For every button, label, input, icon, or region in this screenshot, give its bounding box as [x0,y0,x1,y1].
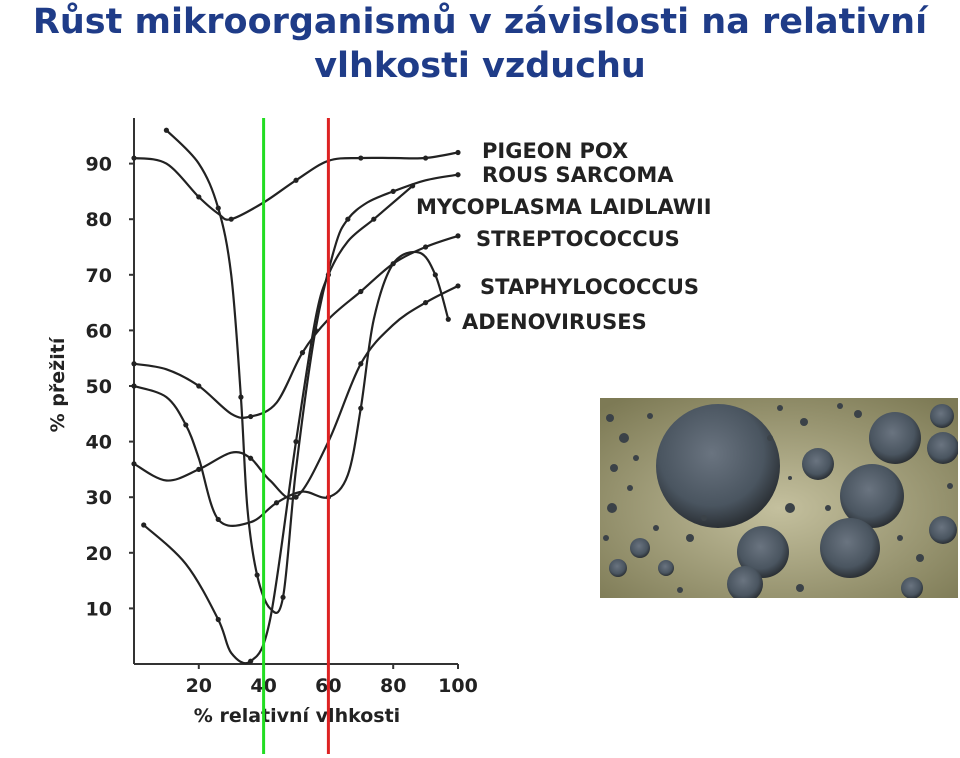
series-point-adenoviruses [215,516,221,523]
series-point-adenoviruses [358,405,364,411]
series-point-adenoviruses [390,261,396,267]
series-point-pigeon-pox [293,177,299,183]
series-line-rous-sarcoma [165,129,459,614]
series-point-streptococcus [299,350,306,356]
series-point-adenoviruses [131,383,137,389]
y-tick-label: 90 [86,154,112,176]
slide-title: Růst mikroorganismů v závislosti na rela… [0,0,960,88]
title-line-2: vlhkosti vzduchu [314,46,646,86]
series-point-staphylococcus [248,455,254,461]
mold-colonies-photo [600,398,958,598]
series-point-staphylococcus [423,300,429,306]
series-point-mycoplasma-laidlawii [410,183,416,189]
series-point-pigeon-pox [196,194,202,200]
series-point-rous-sarcoma [280,594,286,600]
x-tick-label: 100 [438,675,478,697]
series-point-staphylococcus [358,361,364,367]
series-label-mycoplasma-laidlawii: MYCOPLASMA LAIDLAWII [416,195,712,219]
x-tick-label: 20 [186,675,212,697]
y-tick-label: 50 [86,376,112,398]
series-point-mycoplasma-laidlawii [248,658,254,664]
x-tick-label: 80 [380,675,406,697]
series-line-pigeon-pox [133,151,459,221]
series-point-staphylococcus [293,494,299,500]
series-point-mycoplasma-laidlawii [371,216,377,222]
series-point-pigeon-pox [455,149,461,156]
series-point-mycoplasma-laidlawii [215,616,221,623]
axes: 10203040506070809020406080100 [86,118,478,697]
x-axis-title: % relativní vlhkosti [194,705,400,727]
series-point-adenoviruses [273,500,280,506]
series-point-mycoplasma-laidlawii [141,522,147,528]
series-point-streptococcus [358,288,364,295]
series-point-adenoviruses [445,316,451,322]
series-point-streptococcus [423,244,429,250]
series-point-pigeon-pox [423,155,429,161]
series-point-rous-sarcoma [238,394,244,400]
series-point-rous-sarcoma [215,205,221,211]
series-point-streptococcus [455,233,461,239]
series-lines [131,127,461,665]
y-tick-label: 70 [86,265,112,287]
y-axis-title: % přežití [47,336,69,432]
title-line-1: Růst mikroorganismů v závislosti na rela… [32,2,928,42]
series-point-adenoviruses [432,272,438,278]
series-point-staphylococcus [196,466,202,472]
y-tick-label: 10 [86,598,112,620]
series-point-streptococcus [248,413,254,420]
series-point-pigeon-pox [228,216,234,222]
series-point-staphylococcus [455,283,461,289]
series-line-streptococcus [133,234,459,419]
series-point-rous-sarcoma [163,127,169,133]
y-tick-label: 20 [86,543,112,565]
series-label-streptococcus: STREPTOCOCCUS [476,227,680,251]
series-point-adenoviruses [183,422,189,428]
series-label-staphylococcus: STAPHYLOCOCCUS [480,275,699,299]
reference-lines [262,118,330,754]
series-point-rous-sarcoma [345,216,351,222]
y-tick-label: 40 [86,432,112,454]
series-point-rous-sarcoma [254,572,260,578]
y-tick-label: 30 [86,487,112,509]
y-tick-label: 80 [86,209,112,231]
series-label-pigeon-pox: PIGEON POX [482,139,628,163]
series-label-adenoviruses: ADENOVIRUSES [462,310,647,334]
y-tick-label: 60 [86,320,112,342]
series-point-staphylococcus [131,461,137,467]
series-line-adenoviruses [133,250,450,527]
series-point-rous-sarcoma [390,188,396,194]
series-point-mycoplasma-laidlawii [293,439,299,445]
series-label-rous-sarcoma: ROUS SARCOMA [482,163,674,187]
series-point-streptococcus [131,361,137,367]
series-point-streptococcus [196,383,202,389]
series-point-rous-sarcoma [455,172,461,178]
series-point-pigeon-pox [131,155,137,161]
series-point-pigeon-pox [358,155,364,161]
